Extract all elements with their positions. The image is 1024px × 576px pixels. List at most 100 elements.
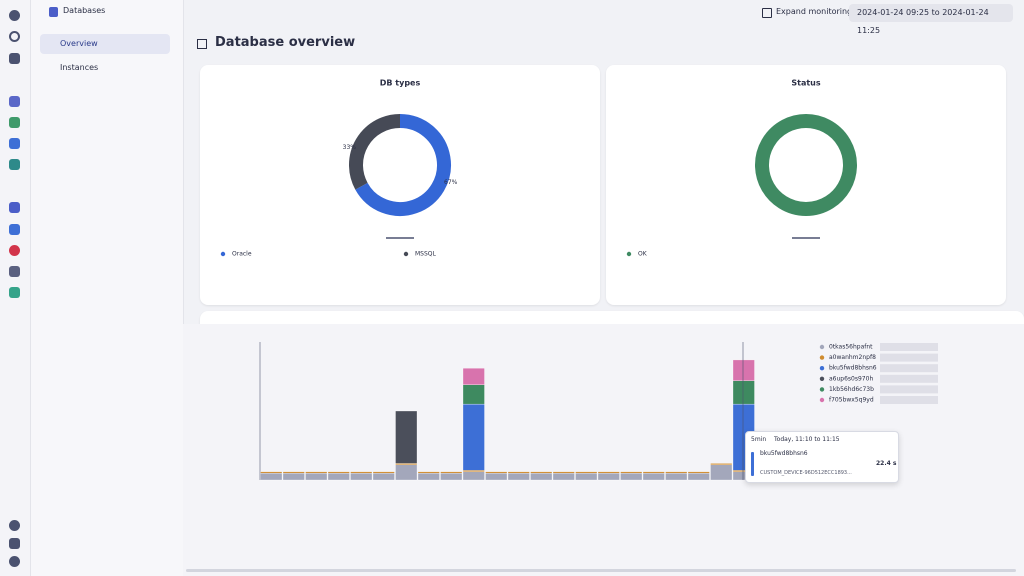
toggle-icon[interactable] [197,39,207,49]
scrollbar[interactable] [186,569,1016,572]
bar-segment [395,410,418,464]
user-icon[interactable] [9,556,20,567]
bar-segment [350,471,373,474]
chart-title: DB types [380,79,421,88]
bar-segment [462,470,485,472]
nav-item[interactable]: Instances [60,63,99,72]
redacted-block [880,343,938,351]
expand-icon [762,8,772,18]
legend-swatch [819,355,825,360]
bar-segment [485,471,508,474]
app-icon[interactable] [9,287,20,298]
bar-segment [372,472,395,481]
bar-segment [462,368,485,385]
bar-segment [575,472,598,481]
redacted-block [880,385,938,394]
legend-label: OK [638,251,648,258]
chart-title: Status [791,79,821,88]
redacted-block [880,353,938,362]
bar-segment [440,471,463,474]
app-icon[interactable] [9,117,20,128]
legend-label: MSSQL [415,251,437,258]
legend-label: a0wanhm2npf8 [829,354,876,361]
bar-segment [485,472,508,481]
app-title: Databases [63,6,106,15]
bar-segment [665,472,688,481]
bar-segment [462,403,485,471]
legend-label: 1kb56hd6c73b [829,386,874,393]
legend-label: bku5fwd8bhsn6 [829,365,877,372]
bar-segment [327,471,350,474]
bar-segment [350,472,373,481]
bar-segment [687,472,710,481]
app-icon[interactable] [9,96,20,107]
legend-swatch [403,251,409,257]
card [200,65,600,305]
bar-segment [597,472,620,481]
bar-segment [642,471,665,474]
legend-label: 0tkas56hpafnt [829,344,873,351]
bar-segment [282,472,305,481]
bar-segment [575,471,598,474]
bar-segment [642,472,665,481]
tooltip-marker [751,452,754,476]
legend-swatch [626,251,632,257]
donut-segment [755,114,857,216]
bar-segment [305,472,328,481]
bar-segment [710,464,733,481]
tooltip [745,431,899,483]
bar-segment [597,471,620,474]
bar-segment [260,472,283,481]
bar-segment [710,463,733,465]
bar-segment [395,464,418,481]
app-icon[interactable] [9,138,20,149]
bar-segment [260,471,283,474]
bar-segment [305,471,328,474]
apps-icon[interactable] [9,53,20,64]
legend-swatch [819,376,825,381]
value-label: 67% [444,179,458,186]
redacted-block [880,374,938,383]
value-label: 33% [343,144,357,151]
legend-swatch [819,397,825,403]
bar-segment [417,471,440,474]
nav-item[interactable]: Overview [40,34,170,54]
databases-icon[interactable] [9,202,20,213]
page-title: Database overview [215,35,356,50]
settings-icon[interactable] [9,266,20,277]
donut-segment [355,114,451,216]
tooltip-name: bku5fwd8bhsn6 [760,450,808,457]
expand-button[interactable]: Expand monitoring [776,7,853,16]
bar-segment [552,472,575,481]
logo [9,10,20,21]
legend-swatch [819,344,825,350]
tooltip-range: Today, 11:10 to 11:15 [774,436,840,443]
legend-label: Oracle [232,251,252,258]
app-icon[interactable] [9,224,20,235]
legend-label: f705bwx5q9yd [829,397,874,404]
redacted-block [880,364,938,373]
search-icon[interactable] [9,31,20,42]
bar-segment [620,472,643,481]
tooltip-device: CUSTOM_DEVICE-96D512ECC1893... [760,470,852,476]
app-icon[interactable] [9,245,20,256]
app-icon[interactable] [9,159,20,170]
bar-segment [507,472,530,481]
legend-swatch [819,387,825,392]
legend-swatch [819,366,825,371]
chart-icon[interactable] [9,538,20,549]
bar-segment [440,472,463,481]
timeframe-selector[interactable]: 2024-01-24 09:25 to 2024-01-24 11:25 [849,4,1013,35]
bar-segment [530,471,553,474]
sidebar: Databases Overview Instances [31,0,184,576]
globe-icon[interactable] [9,520,20,531]
bar-segment [462,384,485,405]
bar-segment [327,472,350,481]
bar-segment [282,471,305,474]
bar-segment [372,471,395,474]
bar-segment [395,463,418,465]
redacted-block [880,396,938,404]
bar-segment [507,471,530,474]
bar-segment [552,471,575,474]
